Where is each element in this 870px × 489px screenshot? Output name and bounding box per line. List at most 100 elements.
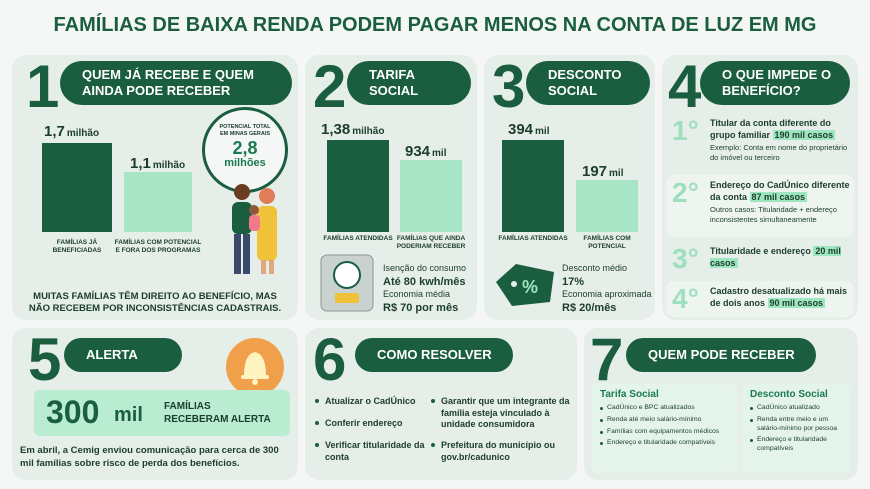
step: Garantir que um integrante da família es… bbox=[431, 396, 571, 431]
requirement: CadÚnico atualizado bbox=[750, 404, 842, 413]
eligibility-column: Desconto Social CadÚnico atualizado Renda … bbox=[742, 383, 850, 473]
obstacle-description: Titular da conta diferente do grupo fami… bbox=[710, 118, 831, 141]
section-number: 4 bbox=[668, 53, 702, 120]
info-text: Isenção do consumo bbox=[383, 263, 467, 273]
obstacle-example: Outros casos: Titularidade + endereço in… bbox=[710, 205, 837, 225]
bar-label: FAMÍLIAS ATENDIDAS bbox=[323, 235, 393, 242]
alert-box: 300 mil FAMÍLIAS RECEBERAM ALERTA bbox=[34, 390, 290, 436]
requirement: Renda entre meio e um salário-mínimo por… bbox=[750, 416, 842, 434]
obstacle-description: Titularidade e endereço bbox=[710, 246, 811, 256]
obstacle-text: Titularidade e endereço 20 mil casos bbox=[710, 245, 850, 269]
alert-unit: mil bbox=[114, 404, 143, 426]
panel-6: 6 COMO RESOLVER Atualizar o CadÚnico Con… bbox=[305, 328, 577, 480]
section-number: 6 bbox=[313, 326, 347, 393]
panel-4: 4 O QUE IMPEDE O BENEFÍCIO? 1° Titular da… bbox=[662, 55, 858, 320]
requirement: Renda até meio salário-mínimo bbox=[600, 416, 729, 425]
obstacle-description: Endereço do CadÚnico diferente da conta bbox=[710, 180, 850, 203]
bar-label: FAMÍLIAS JÁ BENEFICIADAS bbox=[52, 239, 102, 255]
section-heading: DESCONTO SOCIAL bbox=[526, 61, 650, 105]
obstacle-rank: 3° bbox=[672, 243, 699, 274]
title: FAMÍLIAS DE BAIXA RENDA PODEM PAGAR MENO… bbox=[53, 14, 817, 36]
family-illustration bbox=[232, 184, 277, 274]
bar bbox=[576, 180, 638, 232]
obstacle-text: Cadastro desatualizado há mais de dois a… bbox=[710, 285, 850, 309]
bar-label: FAMÍLIAS COM POTENCIAL E FORA DOS PROGRA… bbox=[114, 239, 202, 255]
obstacle-rank: 2° bbox=[672, 177, 699, 208]
circle-caption: POTENCIAL TOTAL EM MINAS GERAIS bbox=[219, 124, 271, 138]
obstacle-rank: 1° bbox=[672, 115, 699, 146]
panel-5: 5 ALERTA 300 mil FAMÍLIAS RECEBERAM ALER… bbox=[12, 328, 298, 480]
info: Desconto médio 17% Economia aproximada R$ … bbox=[562, 263, 652, 315]
meter-icon bbox=[320, 254, 374, 312]
bar-label: FAMÍLIAS ATENDIDAS bbox=[498, 235, 568, 242]
info-text: Desconto médio bbox=[562, 263, 628, 273]
step: Atualizar o CadÚnico bbox=[315, 396, 425, 408]
value-unit: milhão bbox=[152, 160, 186, 171]
requirement: Famílias com equipamentos médicos bbox=[600, 428, 729, 437]
value-number: 197 bbox=[582, 163, 608, 180]
section-heading: ALERTA bbox=[64, 338, 182, 372]
requirement: Endereço e titularidade compatíveis bbox=[600, 439, 729, 448]
value-number: 1,38 bbox=[321, 121, 351, 138]
requirement: CadÚnico e BPC atualizados bbox=[600, 404, 729, 413]
value-unit: milhão bbox=[66, 128, 100, 139]
info-value: Até 80 kwh/mês bbox=[383, 275, 466, 288]
panel-1: 1 QUEM JÁ RECEBE E QUEM AINDA PODE RECEB… bbox=[12, 55, 298, 320]
section-heading: O QUE IMPEDE O BENEFÍCIO? bbox=[700, 61, 850, 105]
obstacle-item: 2° Endereço do CadÚnico diferente da cont… bbox=[666, 175, 854, 237]
bell-icon bbox=[226, 338, 284, 396]
panel-7: 7 QUEM PODE RECEBER Tarifa Social CadÚnic… bbox=[584, 328, 858, 480]
discount-tag-icon: % bbox=[496, 264, 554, 306]
obstacle-rank: 4° bbox=[672, 283, 699, 314]
svg-text:%: % bbox=[522, 277, 538, 297]
section-number: 7 bbox=[590, 326, 624, 393]
bar bbox=[327, 140, 389, 232]
step: Verificar titularidade da conta bbox=[315, 440, 425, 463]
obstacle-item: 4° Cadastro desatualizado há mais de dois… bbox=[666, 281, 854, 317]
section-heading: COMO RESOLVER bbox=[355, 338, 513, 372]
info-value: 17% bbox=[562, 275, 585, 288]
info-text: Economia média bbox=[383, 288, 451, 299]
eligibility-column: Tarifa Social CadÚnico e BPC atualizados R… bbox=[592, 383, 737, 473]
circle-unit: milhões bbox=[224, 157, 266, 170]
obstacle-count: 190 mil casos bbox=[772, 130, 836, 141]
obstacle-item: 3° Titularidade e endereço 20 mil casos bbox=[666, 241, 854, 279]
step: Conferir endereço bbox=[315, 418, 425, 430]
bar-label: FAMÍLIAS COM POTENCIAL bbox=[583, 235, 631, 251]
bar bbox=[124, 172, 192, 232]
section-heading: QUEM JÁ RECEBE E QUEM AINDA PODE RECEBER bbox=[60, 61, 292, 105]
info-text: Economia aproximada bbox=[562, 288, 652, 299]
bar-label: FAMÍLIAS QUE AINDA PODERIAM RECEBER bbox=[396, 235, 466, 251]
info-value: R$ 70 por mês bbox=[383, 301, 459, 314]
info-value: R$ 20/mês bbox=[562, 301, 617, 314]
obstacle-count: 90 mil casos bbox=[767, 298, 826, 309]
circle-value: 2,8 bbox=[232, 138, 258, 159]
section-heading: TARIFA SOCIAL bbox=[347, 61, 471, 105]
requirement: Endereço e titularidade compatíveis bbox=[750, 436, 842, 454]
value-unit: mil bbox=[535, 126, 550, 137]
section-heading: QUEM PODE RECEBER bbox=[626, 338, 816, 372]
obstacle-text: Endereço do CadÚnico diferente da conta … bbox=[710, 179, 850, 225]
column-title: Desconto Social bbox=[750, 389, 828, 400]
value-unit: mil bbox=[432, 148, 447, 159]
alert-value: 300 bbox=[46, 394, 100, 430]
section-number: 2 bbox=[313, 53, 347, 120]
obstacle-item: 1° Titular da conta diferente do grupo fa… bbox=[666, 113, 854, 171]
panel-2: 2 TARIFA SOCIAL 1,38 milhão 934 mil FAMÍLI… bbox=[305, 55, 477, 320]
value-number: 934 bbox=[405, 143, 431, 160]
section-number: 3 bbox=[492, 53, 526, 120]
value-unit: milhão bbox=[352, 126, 385, 137]
note: MUITAS FAMÍLIAS TÊM DIREITO AO BENEFÍCIO… bbox=[28, 291, 282, 315]
value-number: 1,7 bbox=[44, 123, 65, 140]
section-number: 5 bbox=[28, 326, 62, 393]
value-unit: mil bbox=[609, 168, 624, 179]
obstacle-description: Cadastro desatualizado há mais de dois a… bbox=[710, 286, 848, 309]
column-title: Tarifa Social bbox=[600, 389, 659, 400]
obstacle-text: Titular da conta diferente do grupo fami… bbox=[710, 117, 850, 163]
section-number: 1 bbox=[26, 53, 60, 120]
bar bbox=[42, 143, 112, 232]
panel-3: 3 DESCONTO SOCIAL 394 mil 197 mil FAMÍLIAS… bbox=[484, 55, 655, 320]
value-number: 1,1 bbox=[130, 155, 151, 172]
info: Isenção do consumo Até 80 kwh/mês Economi… bbox=[383, 263, 466, 315]
